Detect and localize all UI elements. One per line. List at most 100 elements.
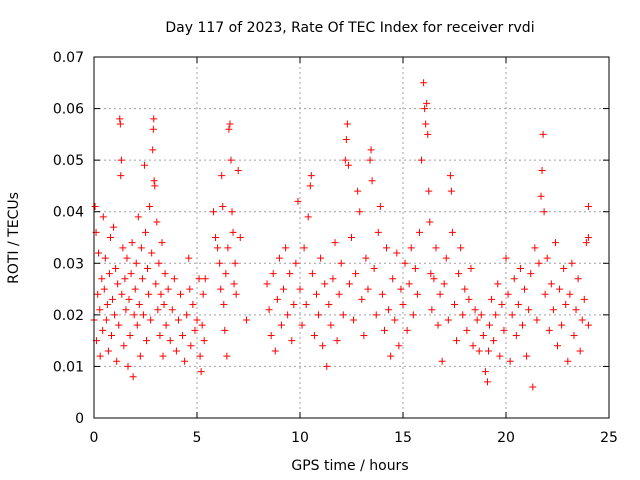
data-point bbox=[461, 285, 469, 293]
data-point bbox=[354, 187, 362, 195]
data-point bbox=[154, 306, 162, 314]
data-point bbox=[467, 264, 475, 272]
data-point bbox=[428, 306, 436, 314]
data-point bbox=[543, 254, 551, 262]
data-point bbox=[446, 172, 454, 180]
y-tick-label: 0 bbox=[75, 411, 84, 427]
data-point bbox=[440, 280, 448, 288]
data-point bbox=[224, 244, 232, 252]
data-point bbox=[531, 244, 539, 252]
data-point bbox=[99, 326, 107, 334]
data-point bbox=[397, 285, 405, 293]
data-point bbox=[422, 120, 430, 128]
data-point bbox=[185, 254, 193, 262]
data-point bbox=[427, 270, 435, 278]
data-point bbox=[137, 244, 145, 252]
y-tick-label: 0.07 bbox=[53, 50, 84, 66]
data-point bbox=[217, 285, 225, 293]
data-point bbox=[95, 249, 103, 257]
data-point bbox=[566, 290, 574, 298]
data-point bbox=[432, 244, 440, 252]
data-point bbox=[263, 280, 271, 288]
data-point bbox=[444, 316, 452, 324]
data-point bbox=[578, 316, 586, 324]
data-point bbox=[574, 275, 582, 283]
data-point bbox=[120, 342, 128, 350]
data-point bbox=[556, 285, 564, 293]
data-point bbox=[109, 295, 117, 303]
data-point bbox=[469, 342, 477, 350]
data-point bbox=[393, 249, 401, 257]
data-point bbox=[315, 311, 323, 319]
data-point bbox=[342, 136, 350, 144]
data-point bbox=[403, 326, 411, 334]
data-point bbox=[110, 223, 118, 231]
data-point bbox=[212, 234, 220, 241]
data-point bbox=[490, 337, 498, 345]
data-point bbox=[222, 270, 230, 278]
data-point bbox=[341, 156, 349, 164]
data-point bbox=[383, 244, 391, 252]
data-point bbox=[218, 172, 226, 180]
data-point bbox=[312, 290, 320, 298]
y-tick-label: 0.03 bbox=[53, 256, 84, 272]
data-point bbox=[168, 306, 176, 314]
data-point bbox=[193, 316, 201, 324]
data-point bbox=[370, 264, 378, 272]
data-point bbox=[160, 301, 168, 309]
data-point bbox=[226, 120, 234, 128]
data-point bbox=[372, 311, 380, 319]
data-point bbox=[380, 326, 388, 334]
data-point bbox=[508, 311, 516, 319]
data-point bbox=[409, 311, 417, 319]
data-point bbox=[296, 285, 304, 293]
data-point bbox=[196, 352, 204, 360]
data-point bbox=[492, 311, 500, 319]
data-point bbox=[100, 285, 108, 293]
y-tick-label: 0.04 bbox=[53, 205, 84, 221]
data-point bbox=[442, 254, 450, 262]
data-point bbox=[366, 156, 374, 164]
data-point bbox=[350, 316, 358, 324]
data-point bbox=[177, 290, 185, 298]
data-point bbox=[547, 280, 555, 288]
data-point bbox=[101, 254, 109, 262]
data-point bbox=[134, 213, 142, 221]
y-tick-label: 0.01 bbox=[53, 359, 84, 375]
data-point bbox=[99, 213, 107, 221]
data-point bbox=[502, 254, 510, 262]
data-point bbox=[376, 203, 384, 211]
y-tick-label: 0.02 bbox=[53, 308, 84, 324]
data-point bbox=[112, 264, 120, 272]
data-point bbox=[103, 301, 111, 309]
data-point bbox=[529, 383, 537, 391]
data-point bbox=[323, 362, 331, 370]
data-point bbox=[538, 166, 546, 174]
data-point bbox=[102, 316, 110, 324]
data-point bbox=[162, 321, 170, 329]
data-point bbox=[166, 337, 174, 345]
data-point bbox=[155, 259, 163, 267]
data-point bbox=[96, 352, 104, 360]
data-point bbox=[333, 337, 341, 345]
data-point bbox=[147, 316, 155, 324]
data-point bbox=[113, 357, 121, 365]
data-point bbox=[117, 156, 125, 164]
data-point bbox=[111, 311, 119, 319]
data-point bbox=[174, 316, 182, 324]
data-point bbox=[186, 285, 194, 293]
data-point bbox=[116, 115, 124, 123]
data-point bbox=[135, 301, 143, 309]
data-point bbox=[151, 182, 159, 190]
data-point bbox=[339, 311, 347, 319]
data-point bbox=[292, 259, 300, 267]
data-point bbox=[136, 352, 144, 360]
data-point bbox=[481, 368, 489, 376]
data-point bbox=[228, 208, 236, 216]
data-point bbox=[362, 254, 370, 262]
data-point bbox=[172, 347, 180, 355]
data-point bbox=[123, 254, 131, 262]
data-point bbox=[282, 244, 290, 252]
data-point bbox=[500, 326, 508, 334]
data-point bbox=[214, 244, 222, 252]
